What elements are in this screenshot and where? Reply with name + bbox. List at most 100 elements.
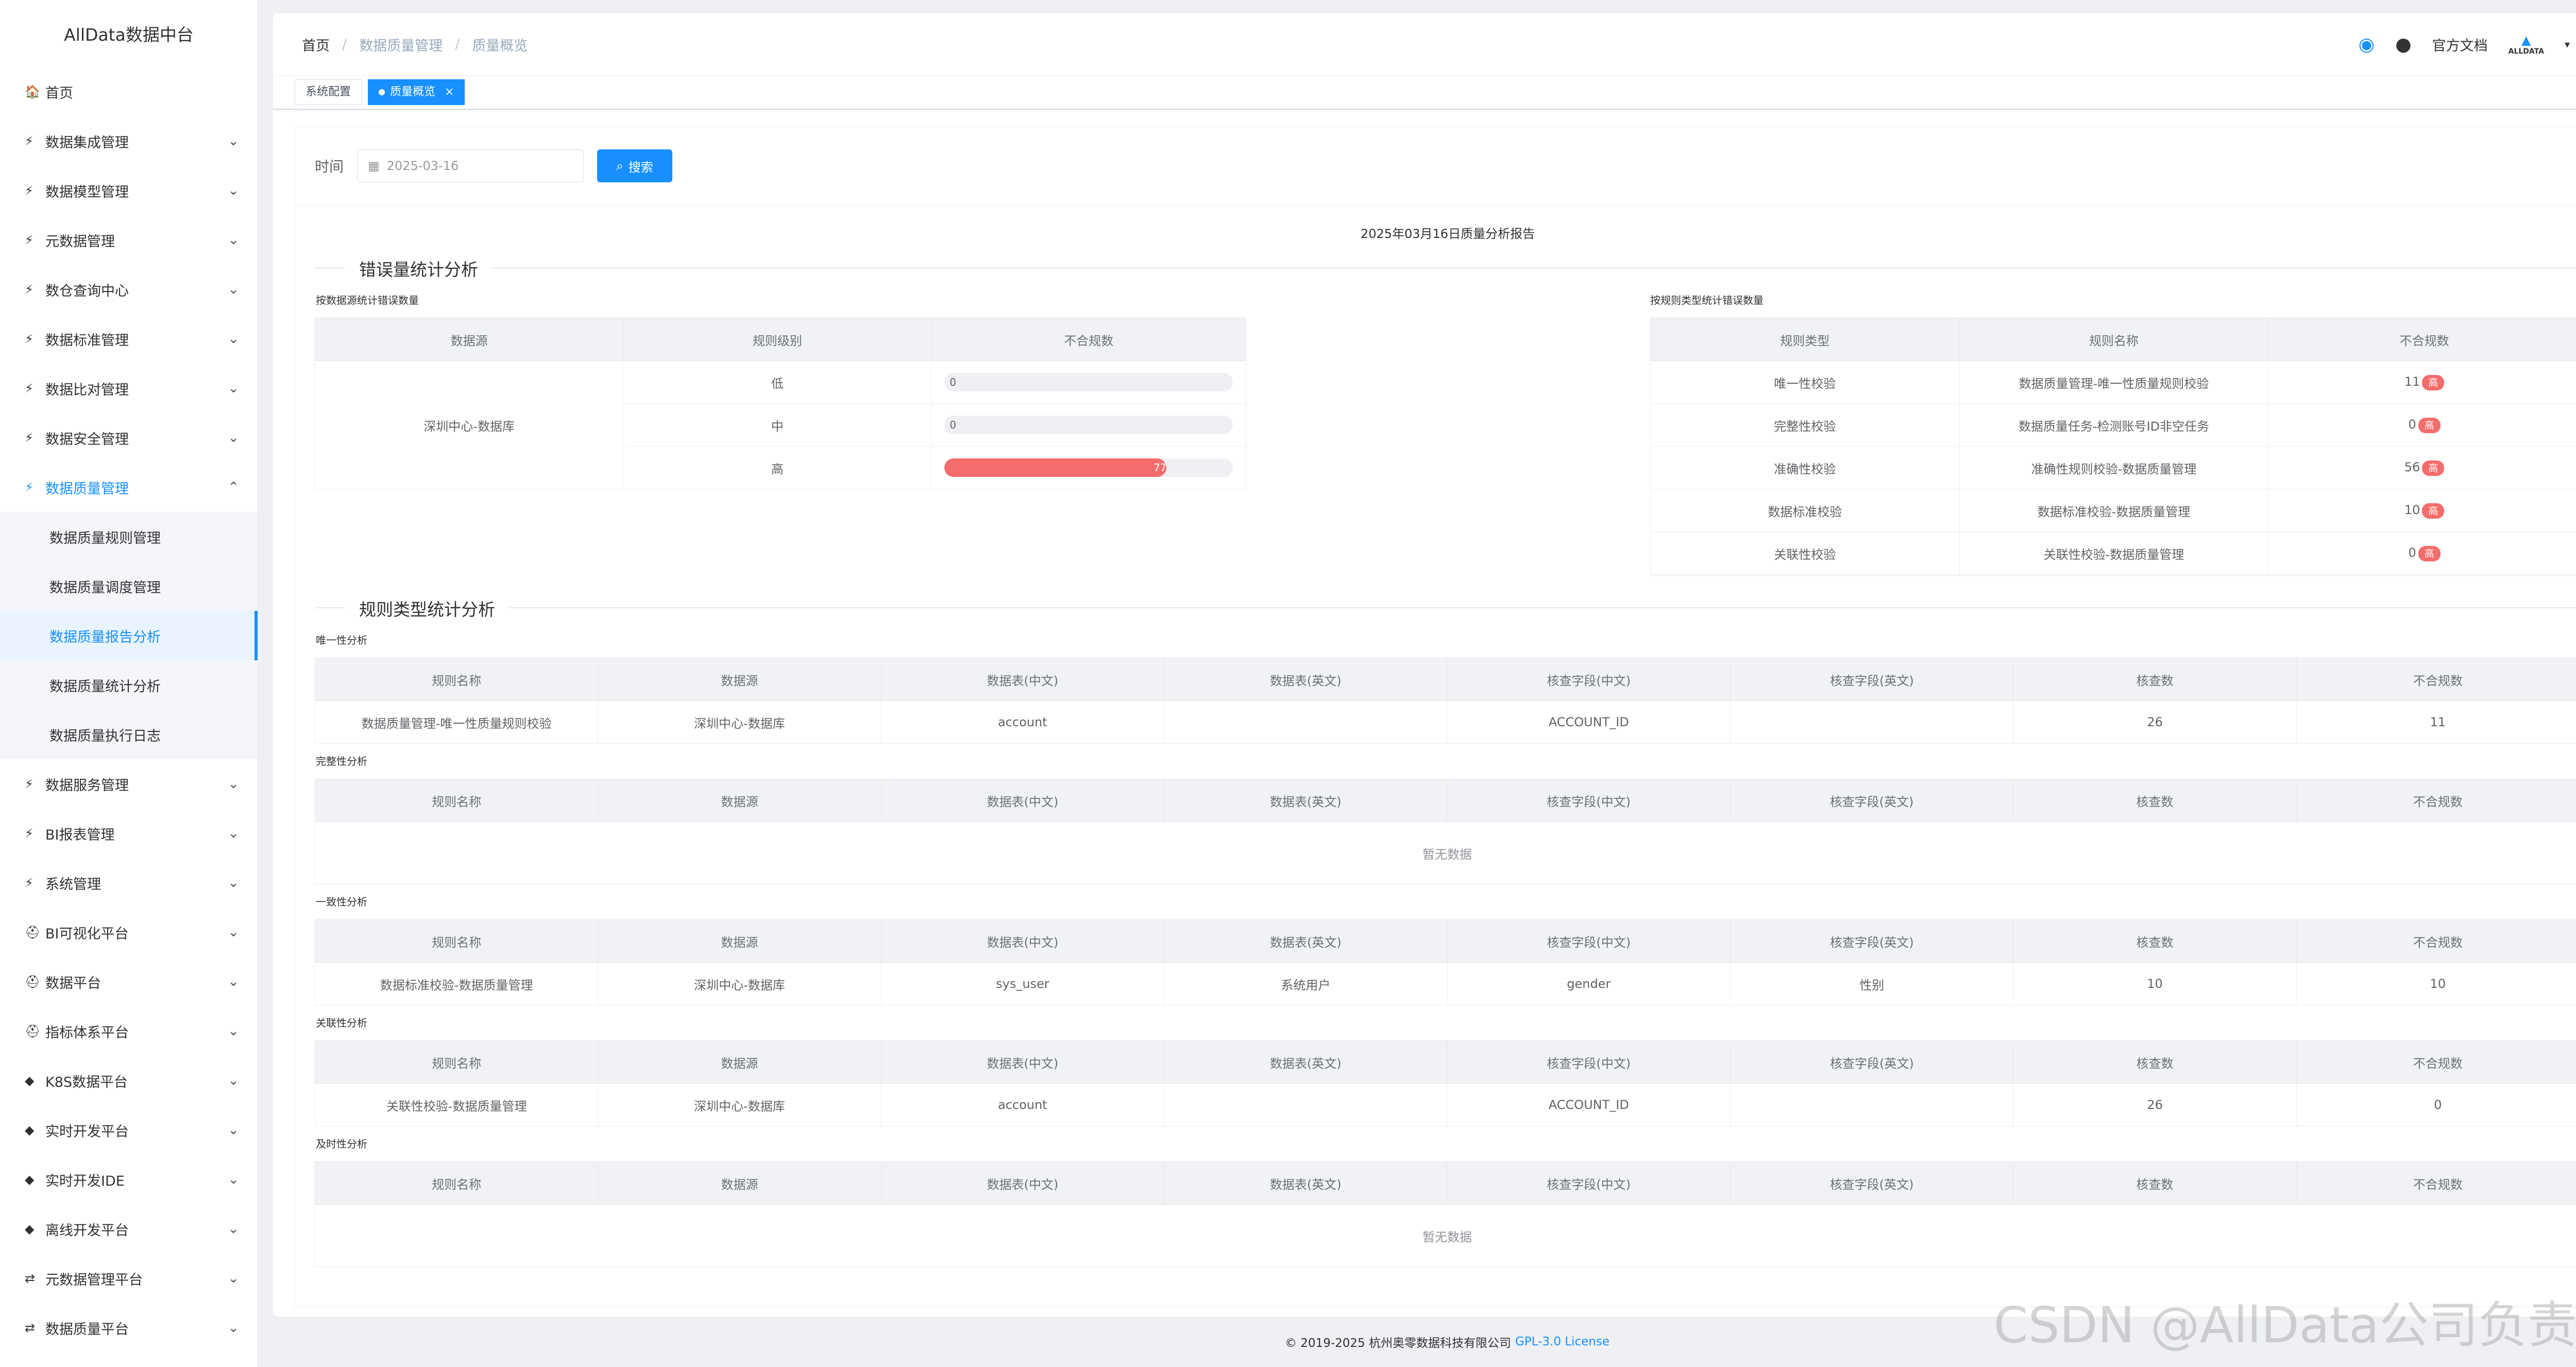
- column-header: 核查字段(英文): [1730, 1161, 2014, 1205]
- chevron-down-icon[interactable]: ▾: [2564, 38, 2570, 50]
- date-picker[interactable]: ▦ 2025-03-16: [357, 149, 584, 182]
- table-row: 深圳中心-数据库低 0: [314, 361, 1246, 489]
- tag-label: 质量概览: [390, 86, 436, 98]
- by-type-scroll[interactable]: 规则类型 规则名称 不合规数 唯一性校验 数据质量管理-唯一性质量规则校验 11 高完…: [1650, 318, 2576, 576]
- column-header: 核查数: [2013, 658, 2297, 701]
- sidebar-subitem[interactable]: 数据质量规则管理: [0, 512, 258, 561]
- analysis-title: 关联性分析: [316, 1017, 367, 1029]
- avatar-logo-icon: ▲: [2521, 33, 2531, 47]
- table-cell: 关联性校验-数据质量管理: [314, 1083, 599, 1126]
- sidebar-item[interactable]: ⛑ BI可视化平台 ⌄: [0, 908, 258, 957]
- menu-bolt-icon: ⚡: [25, 332, 33, 346]
- sidebar-item[interactable]: ⚡ BI报表管理 ⌄: [0, 809, 258, 858]
- sidebar-item[interactable]: ⚡ 数据标准管理 ⌄: [0, 314, 258, 364]
- menu-bolt-icon: ⛑: [25, 975, 41, 989]
- sidebar-item[interactable]: ⚡ 数据服务管理 ⌄: [0, 759, 258, 809]
- table-row: 数据质量管理-唯一性质量规则校验 深圳中心-数据库 account ACCOUNT_I…: [314, 700, 2576, 744]
- tag-system-config[interactable]: 系统配置: [295, 79, 362, 105]
- sidebar-item[interactable]: ⛑ 数据平台 ⌄: [0, 957, 258, 1006]
- count-cell: 10 高: [2268, 489, 2576, 532]
- column-header: 数据源: [598, 779, 882, 822]
- sidebar-item[interactable]: ⛑ 指标体系平台 ⌄: [0, 1006, 258, 1056]
- column-header: 核查字段(中文): [1447, 1161, 1731, 1205]
- menu-bolt-icon: ◆: [25, 1222, 35, 1236]
- count-value: 10: [2404, 502, 2420, 517]
- tag-quality-overview[interactable]: 质量概览 ×: [368, 79, 465, 105]
- progress-text: 77: [1153, 462, 1167, 474]
- count-cell: 56 高: [2268, 446, 2576, 489]
- chevron-down-icon: ⌄: [228, 282, 239, 297]
- sidebar-item[interactable]: ⚡ 数据安全管理 ⌄: [0, 413, 258, 463]
- progress-text: 0: [950, 376, 956, 388]
- report-title: 2025年03月16日质量分析报告: [1360, 227, 1535, 241]
- sidebar-item[interactable]: ⚡ 数仓查询中心 ⌄: [0, 265, 258, 314]
- search-button-label: 搜索: [628, 160, 653, 175]
- section-title: 规则类型统计分析: [345, 596, 510, 621]
- column-header: 数据表(英文): [1164, 1040, 1448, 1084]
- rule-type-cell: 数据标准校验: [1650, 489, 1960, 532]
- sidebar-subitem[interactable]: 数据质量调度管理: [0, 561, 258, 611]
- analysis-table: 规则名称 数据源 数据表(中文) 数据表(英文) 核查字段(中文) 核查字段(英文) 核查数…: [314, 919, 2576, 1005]
- sidebar-subitem[interactable]: 数据质量统计分析: [0, 660, 258, 710]
- source-cell: 深圳中心-数据库: [314, 361, 624, 489]
- sidebar-subitem[interactable]: 数据质量执行日志: [0, 710, 258, 759]
- docs-link[interactable]: 官方文档: [2432, 38, 2488, 54]
- sidebar: AllData数据中台 🏠 首页 ⚡ 数据集成管理 ⌄ ⚡ 数据模型管理 ⌄ ⚡ 元数据管理 ⌄…: [0, 0, 258, 1367]
- rule-type-cell: 完整性校验: [1650, 403, 1960, 447]
- license-link[interactable]: GPL-3.0 License: [1515, 1335, 1609, 1348]
- table-cell: 26: [2013, 700, 2297, 744]
- count-value: 0: [2408, 545, 2416, 560]
- column-header: 规则名称: [314, 1161, 599, 1205]
- sidebar-item[interactable]: ⇄ 数据质量平台 ⌄: [0, 1303, 258, 1353]
- date-label: 时间: [315, 158, 344, 175]
- sidebar-item-label: 数据模型管理: [45, 184, 129, 200]
- sidebar-item[interactable]: ⚡ 系统管理 ⌄: [0, 858, 258, 908]
- avatar[interactable]: ▲ ALLDATA: [2509, 33, 2544, 56]
- table-row: 唯一性校验 数据质量管理-唯一性质量规则校验 11 高: [1650, 361, 2576, 404]
- sidebar-item-home[interactable]: 🏠 首页: [0, 67, 258, 116]
- sidebar-item[interactable]: ⚡ 数据模型管理 ⌄: [0, 166, 258, 215]
- sidebar-item[interactable]: ◆ 离线开发平台 ⌄: [0, 1204, 258, 1254]
- analysis-title: 及时性分析: [316, 1138, 367, 1150]
- sidebar-item[interactable]: ⇄ 元数据管理平台 ⌄: [0, 1254, 258, 1303]
- chevron-up-icon: ⌃: [228, 480, 239, 495]
- sidebar-item[interactable]: ⚡ 数据比对管理 ⌄: [0, 364, 258, 413]
- sidebar-item[interactable]: ⚡ 数据集成管理 ⌄: [0, 116, 258, 166]
- sidebar-subitem[interactable]: 数据质量报告分析: [0, 611, 258, 660]
- section-rule-type-stats: 规则类型统计分析: [315, 592, 2576, 623]
- sidebar-item[interactable]: ◆ 实时开发平台 ⌄: [0, 1105, 258, 1155]
- level-badge: 高: [2422, 460, 2445, 476]
- sidebar-item-label: 系统管理: [45, 876, 101, 893]
- watermark: CSDN @AllData公司负责人: [1993, 1296, 2576, 1354]
- column-header: 规则名称: [314, 779, 599, 822]
- sidebar-item[interactable]: ⚡ 元数据管理 ⌄: [0, 215, 258, 265]
- rule-type-cell: 准确性校验: [1650, 446, 1960, 489]
- table-cell: 数据质量管理-唯一性质量规则校验: [314, 700, 599, 744]
- level-badge: 高: [2422, 374, 2445, 390]
- analysis-table: 规则名称 数据源 数据表(中文) 数据表(英文) 核查字段(中文) 核查字段(英文) 核查数…: [314, 1040, 2576, 1126]
- column-header: 不合规数: [2296, 779, 2576, 822]
- search-button[interactable]: ⌕ 搜索: [597, 149, 673, 182]
- column-header: 数据表(中文): [880, 1161, 1165, 1205]
- chatbot-icon[interactable]: ◉: [2358, 33, 2375, 55]
- level-badge: 高: [2418, 545, 2441, 561]
- table-cell: 深圳中心-数据库: [598, 962, 882, 1005]
- column-header: 数据表(中文): [880, 779, 1165, 822]
- sidebar-item[interactable]: ◆ 实时开发IDE ⌄: [0, 1155, 258, 1204]
- close-icon[interactable]: ×: [445, 86, 454, 98]
- menu-bolt-icon: ⚡: [25, 480, 33, 494]
- chevron-down-icon: ⌄: [228, 430, 239, 446]
- rule-name-cell: 准确性规则校验-数据质量管理: [1959, 446, 2269, 489]
- progress-bar: 0: [944, 416, 1233, 434]
- breadcrumb-home[interactable]: 首页: [302, 38, 330, 54]
- github-icon[interactable]: ●: [2395, 33, 2412, 55]
- menu-bolt-icon: ⚡: [25, 134, 33, 148]
- sidebar-item[interactable]: ◆ K8S数据平台 ⌄: [0, 1056, 258, 1105]
- divider: [315, 607, 2576, 608]
- error-stats-area: 按数据源统计错误数量 数据源 规则级别 不合规数 深圳中心-数据库低 0 中 0 高 77…: [295, 283, 2576, 602]
- column-header: 不合规数: [2296, 919, 2576, 963]
- column-header: 不合规数: [2268, 318, 2576, 361]
- column-header: 数据源: [314, 318, 624, 361]
- sidebar-item[interactable]: ⚡ 数据质量管理 ⌃: [0, 463, 258, 512]
